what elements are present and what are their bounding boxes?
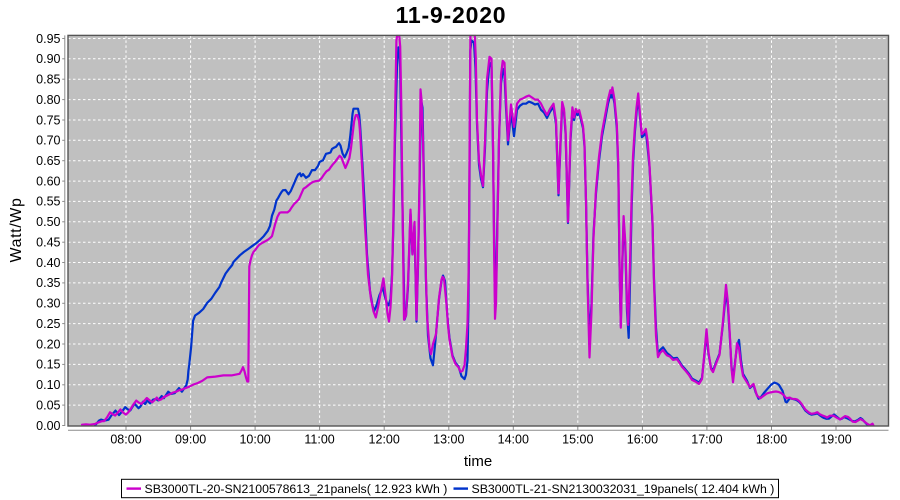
svg-text:0.70: 0.70 bbox=[36, 134, 60, 148]
svg-text:0.30: 0.30 bbox=[36, 297, 60, 311]
svg-text:17:00: 17:00 bbox=[691, 433, 722, 447]
svg-text:10:00: 10:00 bbox=[239, 433, 270, 447]
svg-text:16:00: 16:00 bbox=[627, 433, 658, 447]
svg-text:0.40: 0.40 bbox=[36, 256, 60, 270]
svg-text:0.35: 0.35 bbox=[36, 276, 60, 290]
svg-text:time: time bbox=[464, 453, 492, 470]
svg-text:0.65: 0.65 bbox=[36, 154, 60, 168]
svg-text:0.10: 0.10 bbox=[36, 378, 60, 392]
svg-text:08:00: 08:00 bbox=[110, 433, 141, 447]
svg-text:0.85: 0.85 bbox=[36, 73, 60, 87]
svg-text:0.20: 0.20 bbox=[36, 337, 60, 351]
svg-text:18:00: 18:00 bbox=[756, 433, 787, 447]
svg-text:0.75: 0.75 bbox=[36, 113, 60, 127]
svg-text:0.90: 0.90 bbox=[36, 52, 60, 66]
svg-text:0.05: 0.05 bbox=[36, 398, 60, 412]
svg-text:SB3000TL-21-SN2130032031_19pan: SB3000TL-21-SN2130032031_19panels( 12.40… bbox=[472, 482, 775, 496]
svg-text:SB3000TL-20-SN2100578613_21pan: SB3000TL-20-SN2100578613_21panels( 12.92… bbox=[145, 482, 448, 496]
svg-text:0.45: 0.45 bbox=[36, 236, 60, 250]
svg-text:Watt/Wp: Watt/Wp bbox=[8, 198, 25, 263]
svg-text:11-9-2020: 11-9-2020 bbox=[396, 2, 507, 28]
svg-text:0.55: 0.55 bbox=[36, 195, 60, 209]
svg-text:13:00: 13:00 bbox=[433, 433, 464, 447]
svg-text:09:00: 09:00 bbox=[175, 433, 206, 447]
svg-text:0.80: 0.80 bbox=[36, 93, 60, 107]
svg-text:0.25: 0.25 bbox=[36, 317, 60, 331]
svg-text:0.95: 0.95 bbox=[36, 32, 60, 46]
svg-text:19:00: 19:00 bbox=[820, 433, 851, 447]
svg-text:0.15: 0.15 bbox=[36, 358, 60, 372]
svg-text:0.60: 0.60 bbox=[36, 174, 60, 188]
svg-text:14:00: 14:00 bbox=[498, 433, 529, 447]
svg-text:0.00: 0.00 bbox=[36, 419, 60, 433]
svg-text:0.50: 0.50 bbox=[36, 215, 60, 229]
svg-text:15:00: 15:00 bbox=[562, 433, 593, 447]
svg-text:12:00: 12:00 bbox=[369, 433, 400, 447]
svg-text:11:00: 11:00 bbox=[304, 433, 334, 447]
